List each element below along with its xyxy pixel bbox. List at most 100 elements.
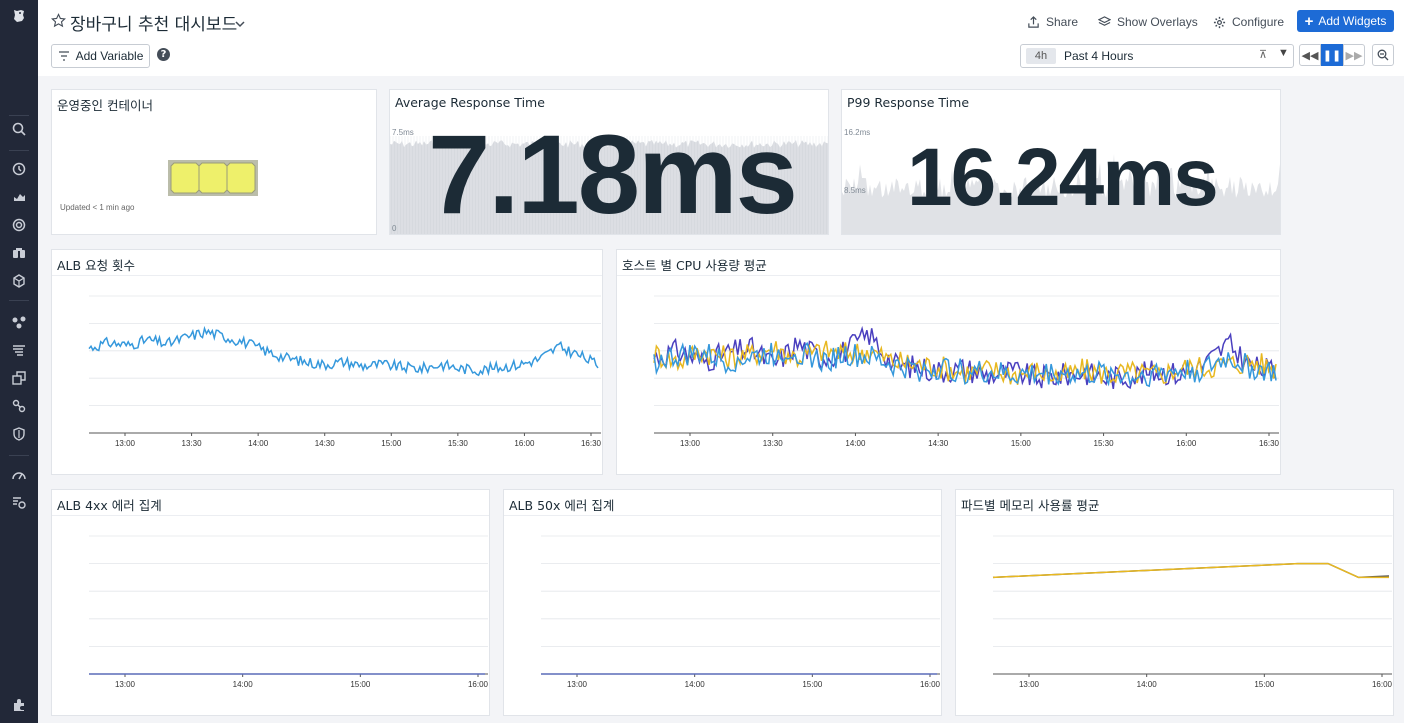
infrastructure-icon[interactable] <box>8 270 30 292</box>
widget-title: P99 Response Time <box>847 95 970 110</box>
time-range-label: Past 4 Hours <box>1064 49 1134 63</box>
x-tick-label: 15:00 <box>1254 680 1275 689</box>
logs-icon[interactable] <box>8 339 30 361</box>
page-title: 장바구니 추천 대시보드 <box>70 15 238 35</box>
apm-icon[interactable] <box>8 311 30 333</box>
show-overlays-button[interactable]: Show Overlays <box>1098 12 1198 32</box>
x-tick-label: 13:30 <box>763 439 784 448</box>
x-tick-label: 15:00 <box>350 680 371 689</box>
x-tick-label: 15:00 <box>381 439 402 448</box>
sidebar <box>0 0 38 723</box>
x-tick-label: 16:00 <box>920 680 941 689</box>
alb-requests-chart[interactable]: 13:00 13:30 14:00 14:30 15:00 15:30 16:00 16:30 <box>52 276 604 474</box>
pod-memory-chart[interactable]: 13:00 14:00 15:00 16:00 <box>956 516 1395 715</box>
x-tick-label: 13:00 <box>680 439 701 448</box>
rewind-icon: ◀◀ <box>1301 48 1319 62</box>
x-tick-label: 16:00 <box>514 439 535 448</box>
container-hexagon[interactable] <box>226 162 256 194</box>
widget-title: ALB 4xx 에러 집계 <box>57 498 162 513</box>
pause-icon: ❚❚ <box>1322 48 1342 62</box>
big-number-value: 16.24ms <box>907 132 1219 223</box>
container-hexagon[interactable] <box>170 162 200 194</box>
widget-title: ALB 요청 횟수 <box>57 258 136 273</box>
watchdog-icon[interactable] <box>8 492 30 514</box>
widget-pod-memory[interactable]: 파드별 메모리 사용률 평균 13:00 14:00 15:00 16:00 <box>955 489 1394 716</box>
logo-icon[interactable] <box>8 4 30 26</box>
widget-alb-requests[interactable]: ALB 요청 횟수 13:00 13:30 14:00 14:30 15:00 15:30… <box>51 249 603 475</box>
x-tick-label: 14:00 <box>233 680 254 689</box>
star-icon[interactable] <box>51 13 66 32</box>
x-tick-label: 14:30 <box>315 439 336 448</box>
big-number-value: 7.18ms <box>428 112 798 235</box>
filter-icon <box>58 51 69 61</box>
x-tick-label: 16:00 <box>1176 439 1197 448</box>
x-tick-label: 13:00 <box>1019 680 1040 689</box>
x-tick-label: 15:00 <box>802 680 823 689</box>
alb-50x-chart[interactable]: 13:00 14:00 15:00 16:00 <box>504 516 943 715</box>
widget-title: Average Response Time <box>395 95 545 110</box>
host-cpu-chart[interactable]: 13:00 13:30 14:00 14:30 15:00 15:30 16:00 16:30 <box>617 276 1282 474</box>
configure-button[interactable]: Configure <box>1213 12 1284 32</box>
help-icon[interactable]: ? <box>157 48 170 61</box>
forward-icon: ▶▶ <box>1345 48 1363 62</box>
x-tick-label: 16:00 <box>1372 680 1393 689</box>
rewind-button[interactable]: ◀◀ <box>1299 44 1321 66</box>
series-line[interactable] <box>653 341 1277 388</box>
updated-label: Updated < 1 min ago <box>60 203 135 212</box>
plus-icon: + <box>1304 12 1314 30</box>
security-icon[interactable] <box>8 423 30 445</box>
time-picker[interactable]: 4h Past 4 Hours ⊼ ▼ <box>1020 44 1294 68</box>
container-hexmap <box>168 160 258 196</box>
x-tick-label: 13:00 <box>115 680 136 689</box>
widget-title: 운영중인 컨테이너 <box>57 98 153 113</box>
x-tick-label: 13:00 <box>115 439 136 448</box>
monitors-icon[interactable] <box>8 214 30 236</box>
zoom-button[interactable] <box>1372 44 1394 66</box>
widget-alb-4xx[interactable]: ALB 4xx 에러 집계 13:00 14:00 15:00 16:00 <box>51 489 490 716</box>
widget-host-cpu[interactable]: 호스트 별 CPU 사용량 평균 13:00 13:30 14:00 14:30 15:… <box>616 249 1281 475</box>
widget-p99-response[interactable]: P99 Response Time 16.2ms 8.5ms 16.24ms <box>841 89 1281 235</box>
x-tick-label: 15:30 <box>1094 439 1115 448</box>
caret-down-icon[interactable]: ▼ <box>1278 47 1289 59</box>
search-icon[interactable] <box>8 118 30 140</box>
widget-title: 호스트 별 CPU 사용량 평균 <box>622 258 767 273</box>
x-tick-label: 13:00 <box>567 680 588 689</box>
pin-icon[interactable]: ⊼ <box>1259 49 1268 61</box>
share-icon <box>1028 15 1039 28</box>
x-tick-label: 14:00 <box>1137 680 1158 689</box>
x-tick-label: 16:00 <box>468 680 489 689</box>
binoculars-icon[interactable] <box>8 242 30 264</box>
add-widgets-button[interactable]: + Add Widgets <box>1297 10 1394 32</box>
layers-icon <box>1098 15 1111 26</box>
y-axis-bottom-label: 0 <box>392 224 397 233</box>
synthetics-icon[interactable] <box>8 367 30 389</box>
container-hexagon[interactable] <box>198 162 228 194</box>
widget-avg-response[interactable]: Average Response Time 7.5ms 0 7.18ms <box>389 89 829 235</box>
x-tick-label: 14:00 <box>685 680 706 689</box>
y-axis-mid-label: 8.5ms <box>844 186 866 195</box>
add-variable-button[interactable]: Add Variable <box>51 44 150 68</box>
alb-4xx-chart[interactable]: 13:00 14:00 15:00 16:00 <box>52 516 491 715</box>
zoom-out-icon <box>1377 49 1389 61</box>
x-tick-label: 14:00 <box>248 439 269 448</box>
share-button[interactable]: Share <box>1027 12 1078 32</box>
widget-containers[interactable]: 운영중인 컨테이너 Updated < 1 min ago <box>51 89 377 235</box>
series-line[interactable] <box>88 325 599 377</box>
extensions-icon[interactable] <box>8 694 30 716</box>
performance-icon[interactable] <box>8 464 30 486</box>
dashboards-icon[interactable] <box>8 186 30 208</box>
avg-background-chart <box>390 136 828 234</box>
time-badge: 4h <box>1026 48 1056 64</box>
y-axis-top-label: 7.5ms <box>392 128 414 137</box>
widget-alb-50x[interactable]: ALB 50x 에러 집계 13:00 14:00 15:00 16:00 <box>503 489 942 716</box>
series-line[interactable] <box>992 562 1389 579</box>
gear-icon <box>1213 16 1226 28</box>
chevron-down-icon[interactable] <box>234 15 246 34</box>
x-tick-label: 14:30 <box>928 439 949 448</box>
widget-title: ALB 50x 에러 집계 <box>509 498 615 513</box>
forward-button[interactable]: ▶▶ <box>1343 44 1365 66</box>
p99-area <box>842 153 1280 234</box>
integrations-icon[interactable] <box>8 395 30 417</box>
history-icon[interactable] <box>8 158 30 180</box>
pause-button[interactable]: ❚❚ <box>1321 44 1343 66</box>
